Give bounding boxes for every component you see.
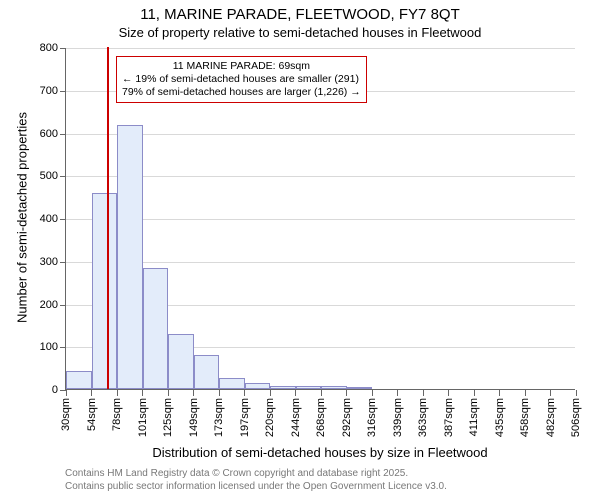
y-tick-label: 400 [28,213,58,225]
attribution-text: Contains HM Land Registry data © Crown c… [65,468,447,493]
chart-title-main: 11, MARINE PARADE, FLEETWOOD, FY7 8QT [0,6,600,23]
histogram-bar [270,386,296,389]
histogram-bar [245,383,271,389]
x-tick [550,390,551,396]
x-tick-label: 435sqm [494,398,506,437]
x-tick [193,390,194,396]
x-tick-label: 244sqm [290,398,302,437]
x-tick-label: 220sqm [264,398,276,437]
x-tick [117,390,118,396]
x-tick-label: 173sqm [213,398,225,437]
reference-line [107,47,109,389]
y-tick-label: 0 [28,384,58,396]
y-tick [60,48,66,49]
x-tick-label: 482sqm [545,398,557,437]
y-tick-label: 800 [28,42,58,54]
annotation-line: ← 19% of semi-detached houses are smalle… [122,73,361,86]
x-tick [295,390,296,396]
histogram-bar [194,355,220,389]
x-tick-label: 363sqm [417,398,429,437]
y-tick [60,91,66,92]
y-tick [60,134,66,135]
x-tick [270,390,271,396]
plot-area: 010020030040050060070080030sqm54sqm78sqm… [65,48,575,390]
histogram-bar [117,125,143,389]
x-tick-label: 316sqm [366,398,378,437]
x-tick [499,390,500,396]
annotation-box: 11 MARINE PARADE: 69sqm← 19% of semi-det… [116,56,367,103]
x-tick-label: 30sqm [60,398,72,431]
y-tick-label: 300 [28,256,58,268]
x-axis-label: Distribution of semi-detached houses by … [65,445,575,460]
x-tick [474,390,475,396]
histogram-bar [347,387,373,389]
x-tick [66,390,67,396]
x-tick [448,390,449,396]
x-tick [576,390,577,396]
x-tick [346,390,347,396]
property-size-chart: 11, MARINE PARADE, FLEETWOOD, FY7 8QT Si… [0,0,600,500]
x-tick [525,390,526,396]
y-tick-label: 600 [28,128,58,140]
histogram-bar [92,193,118,389]
y-tick [60,262,66,263]
x-tick [423,390,424,396]
y-tick [60,305,66,306]
x-tick [168,390,169,396]
y-tick-label: 200 [28,299,58,311]
x-tick-label: 101sqm [137,398,149,437]
x-tick-label: 292sqm [341,398,353,437]
histogram-bar [66,371,92,389]
histogram-bar [168,334,194,389]
y-tick [60,347,66,348]
x-tick-label: 339sqm [392,398,404,437]
chart-title-sub: Size of property relative to semi-detach… [0,25,600,40]
x-tick [244,390,245,396]
x-tick-label: 54sqm [86,398,98,431]
x-tick [372,390,373,396]
x-tick-label: 125sqm [162,398,174,437]
y-tick-label: 700 [28,85,58,97]
histogram-bar [321,386,347,389]
x-tick [142,390,143,396]
histogram-bar [143,268,169,389]
annotation-line: 79% of semi-detached houses are larger (… [122,86,361,99]
x-tick-label: 387sqm [443,398,455,437]
x-tick-label: 506sqm [570,398,582,437]
y-tick-label: 100 [28,341,58,353]
y-tick [60,219,66,220]
x-tick-label: 268sqm [315,398,327,437]
annotation-line: 11 MARINE PARADE: 69sqm [122,60,361,73]
attribution-line-2: Contains public sector information licen… [65,481,447,494]
x-tick-label: 197sqm [239,398,251,437]
x-tick [397,390,398,396]
attribution-line-1: Contains HM Land Registry data © Crown c… [65,468,447,481]
histogram-bar [296,386,322,389]
x-tick-label: 78sqm [111,398,123,431]
y-gridline [66,48,575,49]
histogram-bar [219,378,245,389]
x-tick-label: 411sqm [468,398,480,436]
y-tick [60,176,66,177]
x-tick-label: 149sqm [188,398,200,437]
x-tick [321,390,322,396]
x-tick [91,390,92,396]
x-tick [219,390,220,396]
x-tick-label: 458sqm [519,398,531,437]
y-tick-label: 500 [28,170,58,182]
